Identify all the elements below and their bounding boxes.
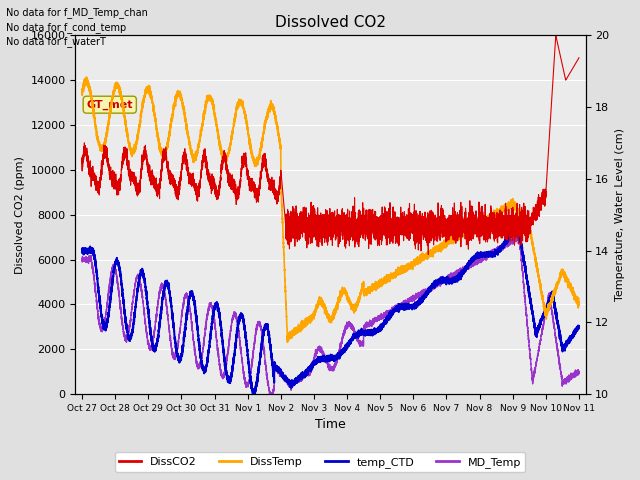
DissCO2 <box>548 93 556 98</box>
DissTemp <box>548 294 556 300</box>
temp_CTD <box>456 273 463 279</box>
MD_Temp <box>548 308 556 313</box>
DissCO2 <box>247 182 255 188</box>
temp_CTD <box>247 382 255 387</box>
DissCO2 <box>554 43 562 49</box>
DissCO2 <box>78 155 86 160</box>
DissTemp <box>78 88 86 94</box>
temp_CTD <box>575 324 583 329</box>
Line: MD_Temp: MD_Temp <box>82 234 579 399</box>
temp_CTD <box>554 321 562 327</box>
DissCO2 <box>575 55 583 60</box>
Text: No data for f_cond_temp: No data for f_cond_temp <box>6 22 127 33</box>
Line: DissTemp: DissTemp <box>82 77 579 342</box>
MD_Temp <box>442 276 449 282</box>
DissTemp <box>247 145 255 151</box>
temp_CTD <box>515 223 523 228</box>
DissCO2 <box>424 252 432 257</box>
Title: Dissolved CO2: Dissolved CO2 <box>275 15 386 30</box>
MD_Temp <box>314 350 321 356</box>
DissTemp <box>284 339 291 345</box>
Text: No data for f_waterT: No data for f_waterT <box>6 36 106 47</box>
MD_Temp <box>78 257 86 263</box>
DissTemp <box>554 279 562 285</box>
MD_Temp <box>575 369 583 374</box>
temp_CTD <box>250 392 258 398</box>
DissTemp <box>575 301 583 307</box>
DissCO2 <box>552 33 559 38</box>
DissTemp <box>314 303 321 309</box>
DissTemp <box>442 241 449 247</box>
DissCO2 <box>456 230 463 236</box>
DissCO2 <box>442 233 449 239</box>
Line: temp_CTD: temp_CTD <box>82 226 579 395</box>
Line: DissCO2: DissCO2 <box>82 36 579 254</box>
MD_Temp <box>515 231 523 237</box>
temp_CTD <box>314 357 321 362</box>
MD_Temp <box>247 371 255 376</box>
DissTemp <box>456 234 463 240</box>
MD_Temp <box>267 396 275 402</box>
MD_Temp <box>554 350 562 356</box>
Legend: DissCO2, DissTemp, temp_CTD, MD_Temp: DissCO2, DissTemp, temp_CTD, MD_Temp <box>115 452 525 472</box>
Text: No data for f_MD_Temp_chan: No data for f_MD_Temp_chan <box>6 7 148 18</box>
temp_CTD <box>78 250 86 255</box>
Text: GT_met: GT_met <box>86 99 133 110</box>
MD_Temp <box>456 269 463 275</box>
DissTemp <box>83 74 90 80</box>
X-axis label: Time: Time <box>315 419 346 432</box>
temp_CTD <box>548 289 556 295</box>
Y-axis label: Temperature, Water Level (cm): Temperature, Water Level (cm) <box>615 128 625 301</box>
Y-axis label: Dissolved CO2 (ppm): Dissolved CO2 (ppm) <box>15 156 25 274</box>
DissCO2 <box>314 220 321 226</box>
temp_CTD <box>442 278 449 284</box>
